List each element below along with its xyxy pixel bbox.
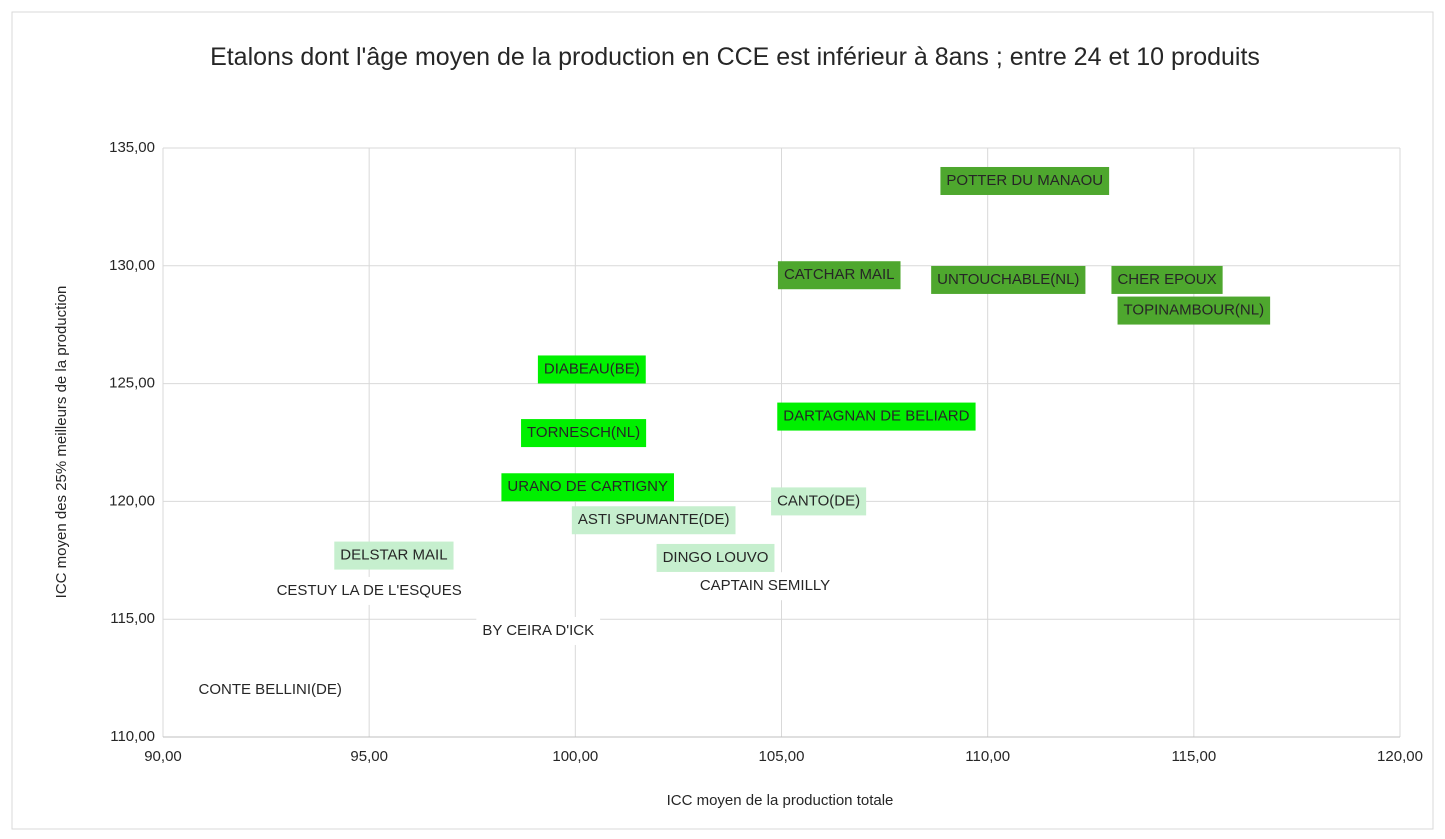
label-background — [476, 616, 601, 645]
data-label: POTTER DU MANAOU — [946, 172, 1103, 189]
data-label: TOPINAMBOUR(NL) — [1124, 302, 1265, 319]
x-tick-label: 115,00 — [1171, 748, 1216, 765]
label-background — [931, 265, 1086, 294]
y-tick-label: 120,00 — [109, 492, 155, 509]
data-label: CHER EPOUX — [1117, 271, 1216, 288]
label-background — [270, 576, 468, 605]
label-background — [777, 402, 976, 431]
data-label: CAPTAIN SEMILLY — [700, 577, 830, 594]
data-label: CESTUY LA DE L'ESQUES — [277, 582, 462, 599]
x-tick-label: 100,00 — [552, 748, 598, 765]
x-tick-label: 90,00 — [144, 748, 182, 765]
data-label: BY CEIRA D'ICK — [482, 622, 594, 639]
label-background — [656, 543, 775, 572]
label-background — [1111, 265, 1223, 294]
label-background — [192, 675, 348, 704]
x-axis-label: ICC moyen de la production totale — [667, 792, 894, 809]
x-tick-label: 95,00 — [350, 748, 388, 765]
data-label: DIABEAU(BE) — [544, 360, 640, 377]
chart-border — [11, 11, 1434, 830]
label-background — [777, 261, 901, 290]
data-label: URANO DE CARTIGNY — [507, 478, 668, 495]
data-label: DELSTAR MAIL — [340, 547, 447, 564]
label-background — [771, 487, 867, 516]
label-background — [521, 419, 647, 448]
x-tick-label: 105,00 — [759, 748, 805, 765]
label-background — [940, 166, 1110, 195]
data-label: ASTI SPUMANTE(DE) — [578, 511, 730, 528]
label-background — [537, 355, 646, 384]
y-tick-label: 110,00 — [110, 728, 155, 745]
data-label: CATCHAR MAIL — [784, 266, 895, 283]
y-axis-label: ICC moyen des 25% meilleurs de la produc… — [53, 286, 70, 599]
data-label: TORNESCH(NL) — [527, 424, 640, 441]
label-background — [693, 572, 837, 601]
y-tick-label: 125,00 — [109, 375, 155, 392]
data-label: UNTOUCHABLE(NL) — [937, 271, 1079, 288]
chart-title: Etalons dont l'âge moyen de la productio… — [210, 43, 1260, 71]
label-background — [571, 506, 736, 535]
data-label: DARTAGNAN DE BELIARD — [783, 408, 969, 425]
y-tick-label: 115,00 — [110, 610, 155, 627]
y-tick-label: 130,00 — [109, 257, 155, 274]
y-tick-label: 135,00 — [109, 139, 155, 156]
data-label: CANTO(DE) — [777, 492, 860, 509]
x-tick-label: 120,00 — [1377, 748, 1423, 765]
data-label: DINGO LOUVO — [663, 549, 769, 566]
label-background — [501, 473, 674, 502]
x-tick-label: 110,00 — [965, 748, 1010, 765]
data-label: CONTE BELLINI(DE) — [199, 681, 342, 698]
label-background — [334, 541, 454, 570]
label-background — [1117, 296, 1271, 325]
